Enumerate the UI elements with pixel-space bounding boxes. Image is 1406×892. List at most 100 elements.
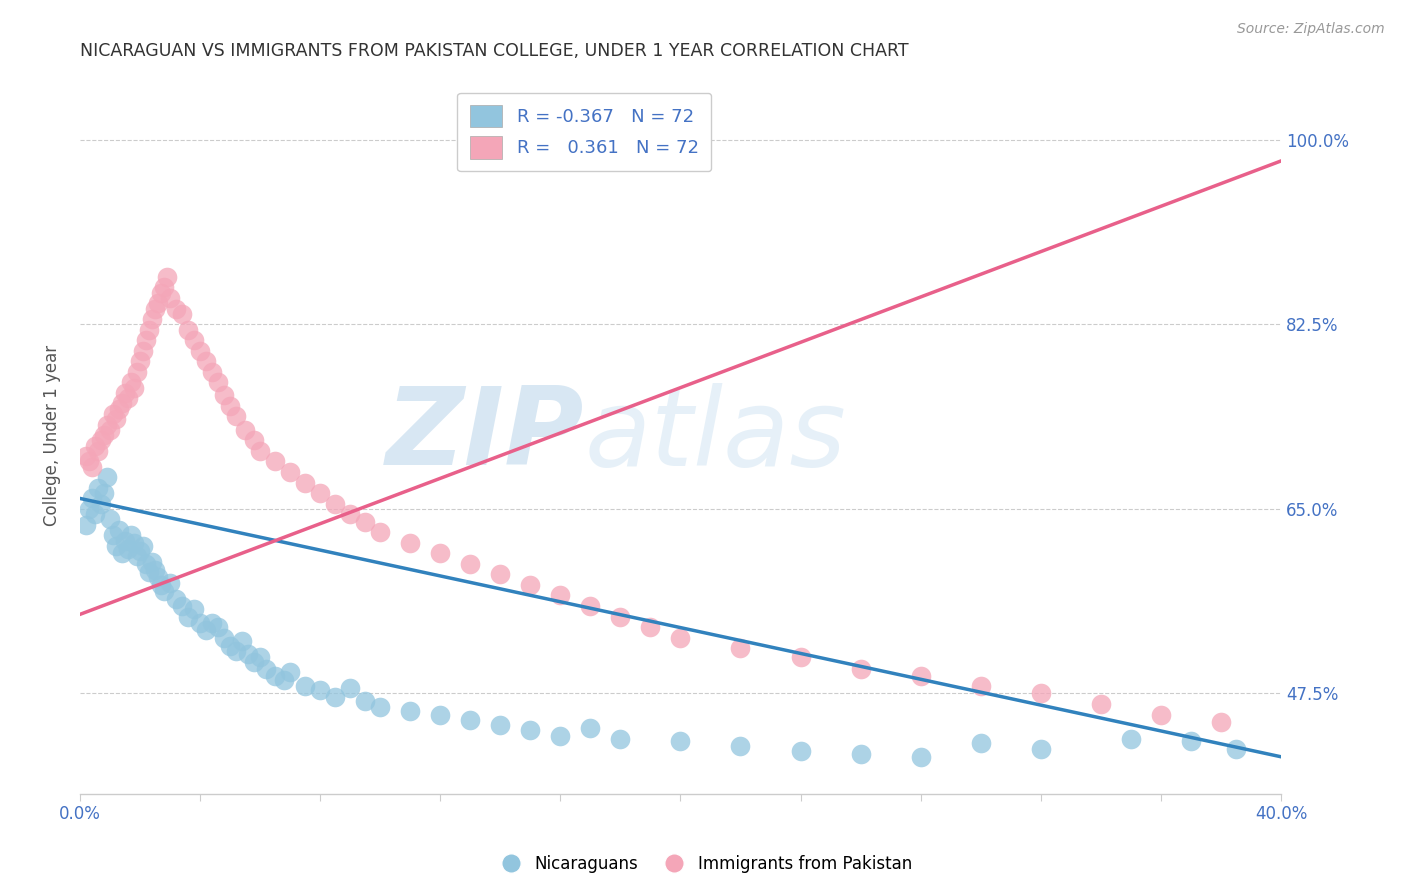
- Point: [1150, 707, 1173, 722]
- Point: [156, 269, 179, 284]
- Point: [183, 333, 205, 347]
- Point: [90, 434, 112, 448]
- Point: [219, 639, 242, 653]
- Text: Source: ZipAtlas.com: Source: ZipAtlas.com: [1237, 22, 1385, 37]
- Point: [339, 681, 361, 696]
- Point: [177, 609, 200, 624]
- Point: [849, 662, 872, 676]
- Point: [294, 475, 316, 490]
- Point: [104, 412, 127, 426]
- Point: [243, 434, 266, 448]
- Point: [195, 624, 218, 638]
- Point: [225, 409, 247, 424]
- Point: [1119, 731, 1142, 746]
- Point: [730, 641, 752, 656]
- Point: [309, 683, 332, 698]
- Point: [910, 749, 932, 764]
- Point: [83, 507, 105, 521]
- Point: [368, 525, 391, 540]
- Point: [429, 707, 451, 722]
- Point: [231, 633, 253, 648]
- Point: [1209, 714, 1232, 729]
- Point: [98, 512, 121, 526]
- Point: [117, 541, 139, 556]
- Point: [1029, 742, 1052, 756]
- Point: [201, 615, 224, 630]
- Point: [96, 470, 118, 484]
- Point: [339, 507, 361, 521]
- Point: [1180, 734, 1202, 748]
- Point: [309, 486, 332, 500]
- Point: [188, 615, 211, 630]
- Point: [294, 679, 316, 693]
- Point: [77, 454, 100, 468]
- Point: [111, 546, 134, 560]
- Point: [80, 459, 103, 474]
- Point: [789, 744, 811, 758]
- Point: [278, 465, 301, 479]
- Point: [120, 528, 142, 542]
- Point: [129, 354, 152, 368]
- Point: [159, 291, 181, 305]
- Point: [138, 323, 160, 337]
- Point: [201, 365, 224, 379]
- Point: [87, 444, 110, 458]
- Point: [323, 690, 346, 704]
- Point: [579, 721, 602, 735]
- Point: [170, 599, 193, 613]
- Point: [1225, 742, 1247, 756]
- Point: [90, 497, 112, 511]
- Point: [519, 723, 541, 738]
- Point: [165, 591, 187, 606]
- Point: [579, 599, 602, 613]
- Point: [399, 535, 422, 549]
- Point: [114, 386, 136, 401]
- Point: [177, 323, 200, 337]
- Point: [278, 665, 301, 680]
- Point: [80, 491, 103, 506]
- Point: [1029, 686, 1052, 700]
- Point: [207, 620, 229, 634]
- Y-axis label: College, Under 1 year: College, Under 1 year: [44, 344, 60, 525]
- Point: [143, 301, 166, 316]
- Text: NICARAGUAN VS IMMIGRANTS FROM PAKISTAN COLLEGE, UNDER 1 YEAR CORRELATION CHART: NICARAGUAN VS IMMIGRANTS FROM PAKISTAN C…: [80, 42, 908, 60]
- Point: [273, 673, 295, 687]
- Point: [399, 705, 422, 719]
- Point: [153, 584, 176, 599]
- Point: [138, 566, 160, 580]
- Point: [101, 528, 124, 542]
- Point: [550, 729, 572, 743]
- Point: [212, 388, 235, 402]
- Point: [135, 557, 157, 571]
- Point: [149, 578, 172, 592]
- Legend: R = -0.367   N = 72, R =   0.361   N = 72: R = -0.367 N = 72, R = 0.361 N = 72: [457, 93, 711, 171]
- Point: [669, 631, 692, 645]
- Point: [236, 648, 259, 662]
- Point: [87, 481, 110, 495]
- Point: [188, 343, 211, 358]
- Point: [125, 365, 148, 379]
- Point: [669, 734, 692, 748]
- Point: [849, 747, 872, 761]
- Point: [243, 655, 266, 669]
- Point: [75, 449, 97, 463]
- Point: [149, 285, 172, 300]
- Point: [519, 578, 541, 592]
- Point: [910, 668, 932, 682]
- Point: [111, 396, 134, 410]
- Point: [195, 354, 218, 368]
- Point: [122, 535, 145, 549]
- Point: [249, 649, 271, 664]
- Point: [117, 391, 139, 405]
- Point: [141, 555, 163, 569]
- Point: [264, 454, 287, 468]
- Point: [489, 718, 512, 732]
- Point: [132, 343, 155, 358]
- Point: [458, 557, 481, 571]
- Point: [354, 694, 377, 708]
- Point: [114, 533, 136, 548]
- Point: [1090, 697, 1112, 711]
- Point: [104, 539, 127, 553]
- Point: [83, 439, 105, 453]
- Point: [108, 523, 131, 537]
